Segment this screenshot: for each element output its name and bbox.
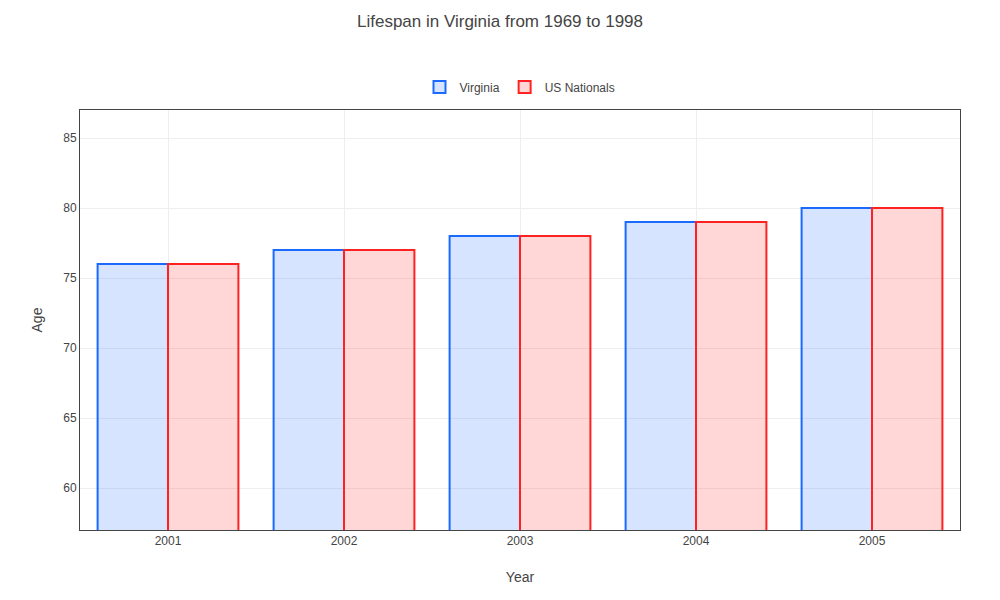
svg-text:65: 65: [63, 411, 77, 425]
svg-text:80: 80: [63, 201, 77, 215]
svg-text:2002: 2002: [331, 534, 358, 548]
svg-text:2001: 2001: [155, 534, 182, 548]
svg-text:2003: 2003: [507, 534, 534, 548]
svg-text:2005: 2005: [859, 534, 886, 548]
svg-text:Lifespan in Virginia from 1969: Lifespan in Virginia from 1969 to 1998: [357, 12, 643, 31]
svg-text:75: 75: [63, 271, 77, 285]
svg-text:Age: Age: [29, 307, 45, 332]
svg-text:2004: 2004: [683, 534, 710, 548]
svg-text:70: 70: [63, 341, 77, 355]
svg-text:60: 60: [63, 481, 77, 495]
svg-text:Virginia: Virginia: [460, 81, 500, 95]
svg-text:US Nationals: US Nationals: [545, 81, 615, 95]
svg-text:85: 85: [63, 131, 77, 145]
svg-text:Year: Year: [506, 569, 535, 585]
